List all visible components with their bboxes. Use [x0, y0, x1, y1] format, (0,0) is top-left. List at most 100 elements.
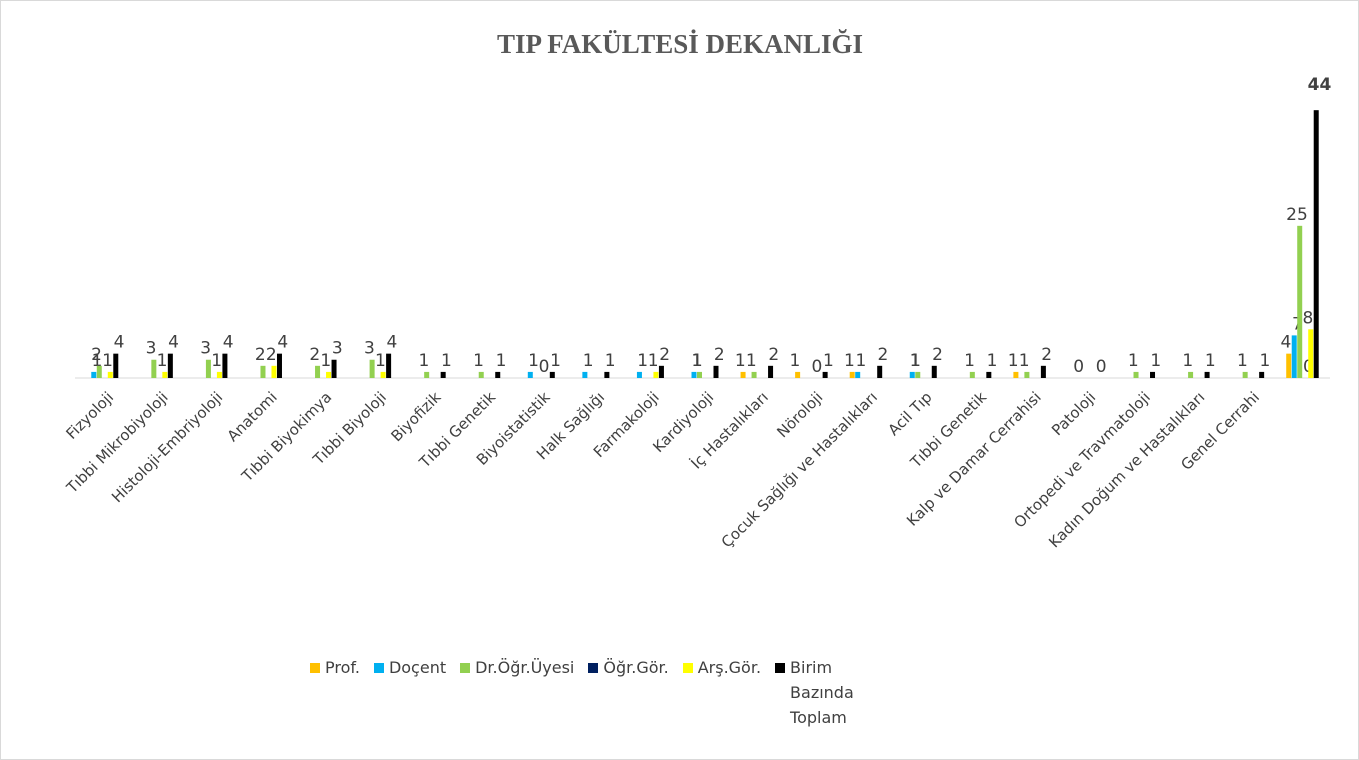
data-label: 1	[856, 351, 867, 371]
bar	[424, 371, 430, 378]
bar	[877, 365, 883, 378]
bar	[931, 365, 937, 378]
legend-item: Arş.Gör.	[682, 655, 761, 680]
data-label: 1	[1150, 351, 1161, 371]
bar	[713, 365, 719, 378]
bar	[691, 371, 697, 378]
data-label: 4	[277, 333, 288, 353]
bar	[1308, 329, 1314, 378]
legend-item: Öğr.Gör.	[588, 655, 669, 680]
bar	[315, 365, 321, 378]
data-label: 2	[768, 345, 779, 365]
bar	[1313, 110, 1319, 378]
data-label: 1	[844, 351, 855, 371]
bar	[495, 371, 501, 378]
data-label: 44	[1308, 75, 1332, 95]
bar	[1291, 335, 1297, 378]
legend-label: Doçent	[388, 658, 447, 677]
data-label: 2	[266, 345, 277, 365]
data-label: 1	[102, 351, 113, 371]
data-label: 1	[320, 351, 331, 371]
bar	[1297, 225, 1303, 378]
bar	[205, 359, 211, 378]
legend-swatch	[373, 663, 384, 673]
bar	[107, 371, 113, 378]
bar	[549, 371, 555, 378]
data-label: 1	[583, 351, 594, 371]
bar	[636, 371, 642, 378]
data-label: 0	[1096, 357, 1107, 377]
bar	[216, 371, 222, 378]
bar	[326, 371, 332, 378]
bar	[849, 371, 855, 378]
bar	[969, 371, 975, 378]
data-label: 1	[987, 351, 998, 371]
data-label: 1	[637, 351, 648, 371]
bar	[697, 371, 702, 378]
data-label: 3	[200, 339, 211, 359]
data-label: 1	[735, 351, 746, 371]
bar	[915, 371, 921, 378]
bar	[751, 371, 757, 378]
chart-title: TIP FAKÜLTESİ DEKANLIĞI	[497, 29, 863, 59]
bar	[795, 371, 801, 378]
data-label: 2	[1041, 345, 1052, 365]
data-label: 1	[691, 351, 702, 371]
data-label: 3	[364, 339, 375, 359]
bar	[1150, 371, 1156, 378]
data-label: 2	[714, 345, 725, 365]
data-label: 1	[789, 351, 800, 371]
bar	[440, 371, 446, 378]
data-label: 1	[648, 351, 659, 371]
data-label: 4	[168, 333, 179, 353]
data-label: 1	[473, 351, 484, 371]
bar	[386, 353, 392, 378]
data-label: 1	[1008, 351, 1019, 371]
legend-item: Birim Bazında Toplam	[775, 655, 870, 730]
data-label: 1	[211, 351, 222, 371]
bar	[222, 353, 228, 378]
data-label: 1	[550, 351, 561, 371]
bar	[986, 371, 992, 378]
data-label: 8	[1303, 308, 1314, 328]
data-label: 1	[441, 351, 452, 371]
data-label: 2	[91, 345, 102, 365]
bar	[113, 353, 119, 378]
legend-label: Dr.Öğr.Üyesi	[475, 658, 575, 677]
bar	[1286, 353, 1292, 378]
data-label: 2	[932, 345, 943, 365]
data-label: 1	[1128, 351, 1139, 371]
data-label: 2	[878, 345, 889, 365]
data-label: 1	[823, 351, 834, 371]
data-label: 0	[539, 357, 550, 377]
bar	[1188, 371, 1194, 378]
bar	[604, 371, 610, 378]
legend-item: Prof.	[310, 655, 360, 680]
data-label: 3	[332, 339, 343, 359]
bar	[740, 371, 746, 378]
data-label: 1	[746, 351, 757, 371]
bar	[260, 365, 266, 378]
data-label: 1	[1237, 351, 1248, 371]
bar	[1013, 371, 1019, 378]
legend-label: Birim Bazında Toplam	[790, 658, 854, 727]
bar	[380, 371, 386, 378]
legend-swatch	[310, 663, 320, 673]
bar	[1040, 365, 1046, 378]
data-label: 1	[1205, 351, 1216, 371]
data-label: 1	[157, 351, 168, 371]
data-label: 1	[419, 351, 430, 371]
bar	[1024, 371, 1030, 378]
bar	[167, 353, 173, 378]
data-label: 3	[146, 339, 157, 359]
data-label: 1	[1259, 351, 1270, 371]
legend-swatch	[775, 663, 786, 673]
data-label: 4	[1281, 333, 1292, 353]
bar	[1133, 371, 1139, 378]
bar	[91, 371, 97, 378]
data-label: 1	[1182, 351, 1193, 371]
bar	[653, 371, 659, 378]
